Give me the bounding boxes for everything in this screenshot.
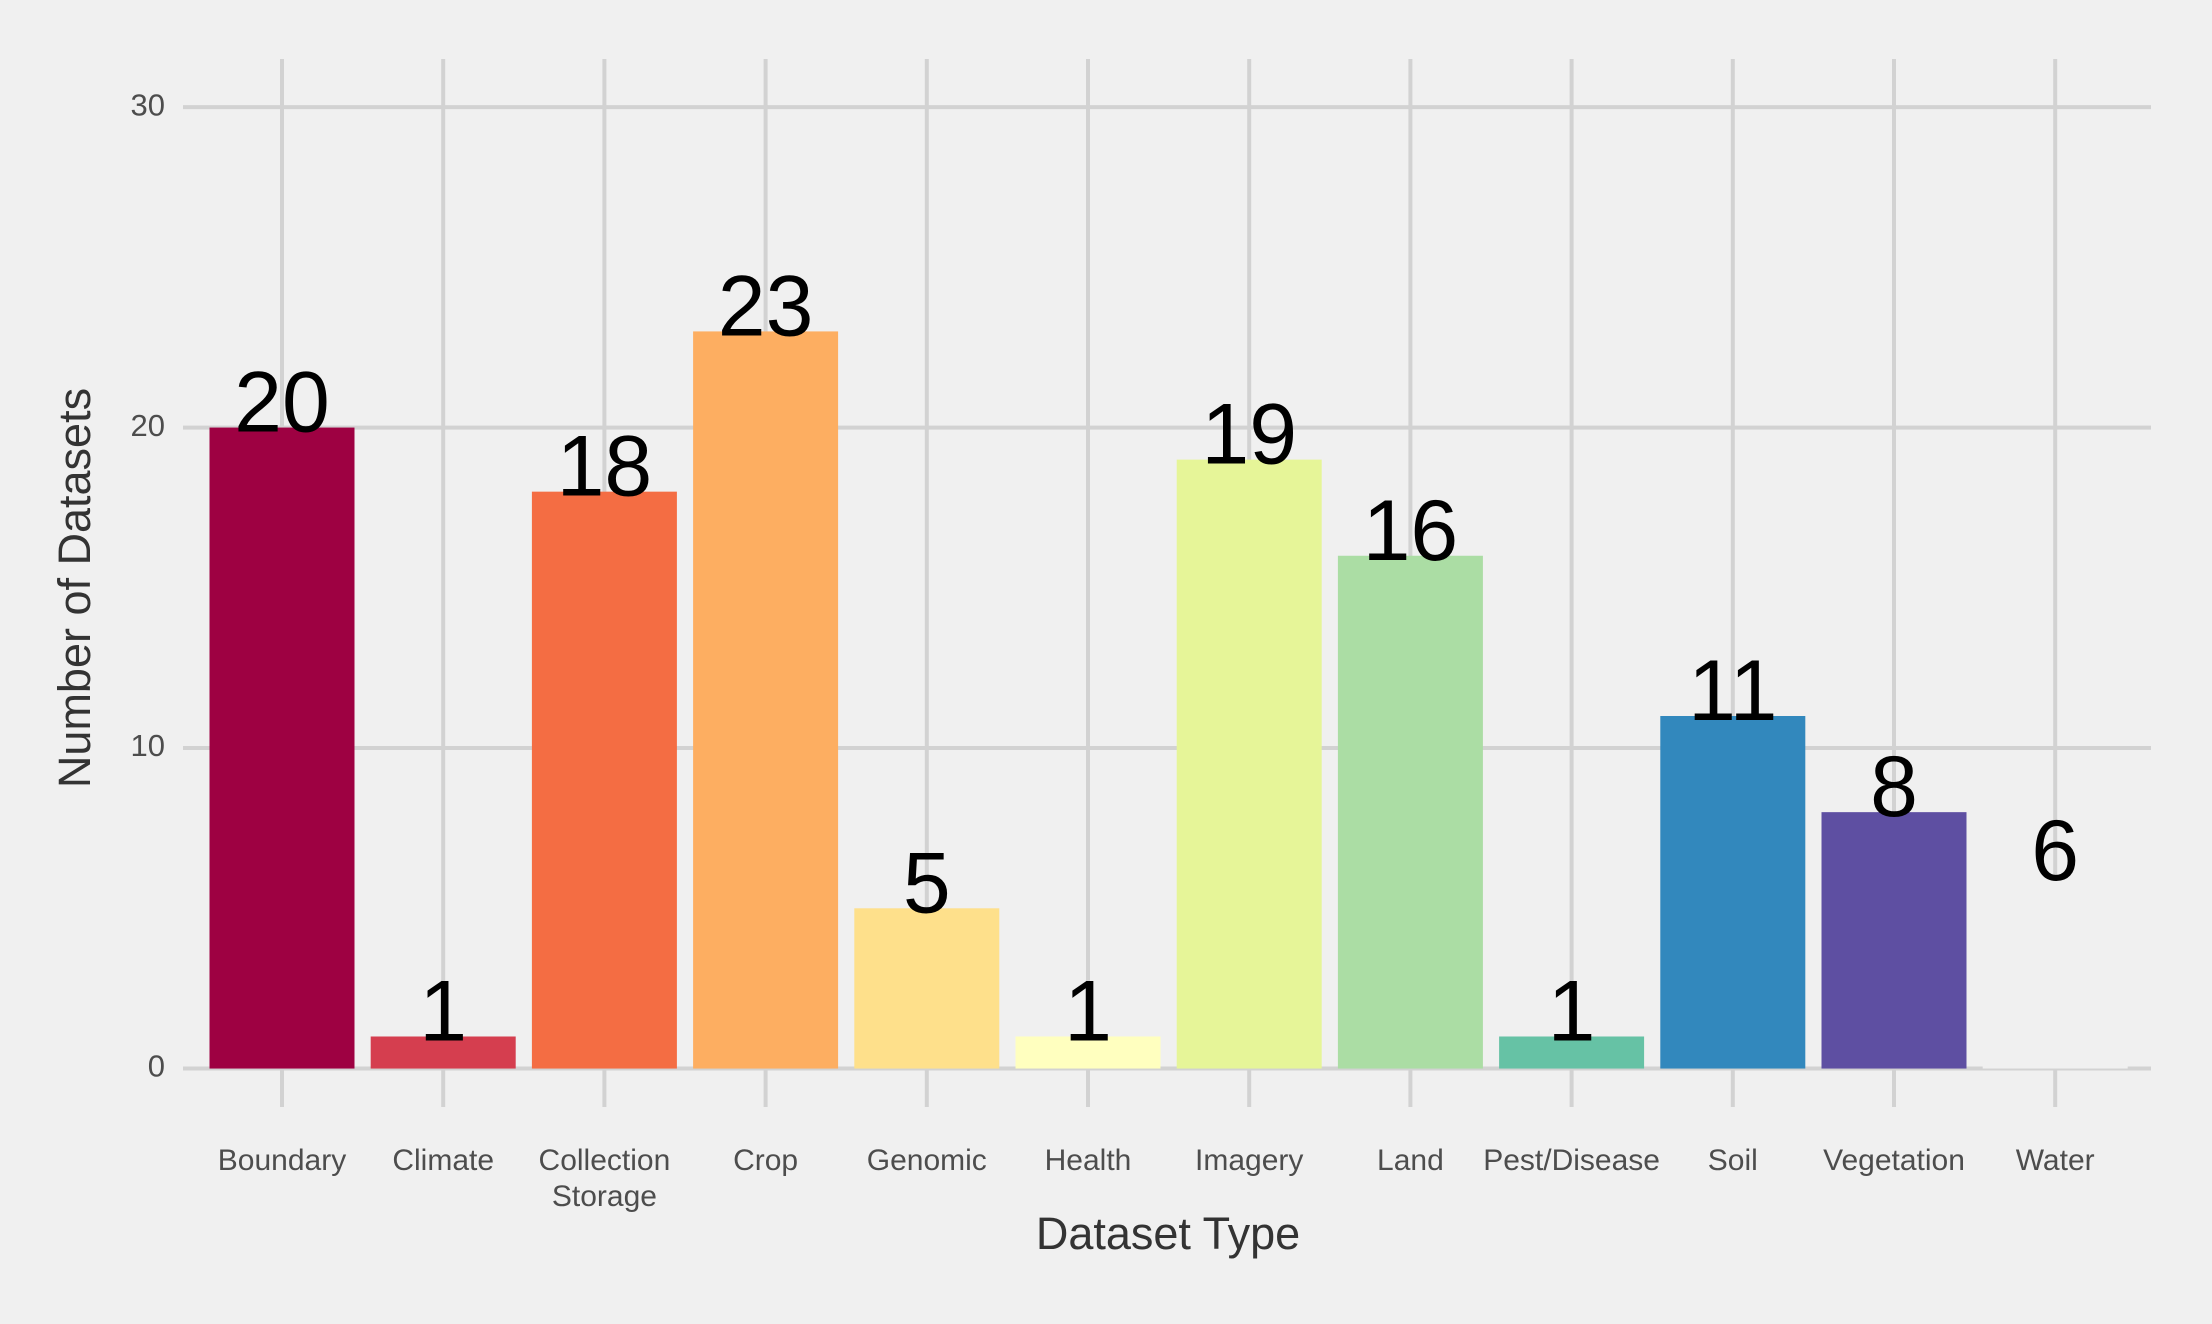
y-tick-label: 20	[131, 408, 165, 443]
x-tick-label: Vegetation	[1823, 1144, 1965, 1177]
bar	[1660, 716, 1806, 1069]
x-tick-label: Soil	[1708, 1144, 1758, 1177]
x-tick-label: Land	[1377, 1144, 1444, 1177]
bar	[1015, 1036, 1161, 1069]
value-label: 6	[2031, 803, 2079, 899]
x-tick-label: Crop	[733, 1144, 798, 1177]
x-tick-label-line: Collection	[539, 1144, 671, 1177]
bar	[370, 1036, 516, 1069]
x-tick-label: Collection Storage	[539, 1144, 671, 1213]
value-label: 23	[718, 258, 814, 354]
bar	[854, 908, 1000, 1069]
value-label: 1	[1064, 963, 1112, 1059]
bar	[1337, 555, 1483, 1069]
x-tick-label-line: Storage	[552, 1180, 657, 1213]
x-axis-title: Dataset Type	[1036, 1208, 1300, 1259]
x-tick-label: Climate	[392, 1144, 494, 1177]
bar	[531, 491, 677, 1069]
value-label: 18	[557, 419, 653, 515]
bars	[209, 331, 2128, 1069]
bar	[209, 427, 355, 1069]
x-tick-label: Health	[1045, 1144, 1132, 1177]
value-label: 16	[1363, 483, 1459, 579]
value-label: 5	[903, 835, 951, 931]
x-tick-label: Genomic	[867, 1144, 987, 1177]
value-label: 1	[1548, 963, 1596, 1059]
y-tick-label: 30	[131, 87, 165, 122]
value-label: 8	[1870, 739, 1918, 835]
bar	[1821, 812, 1967, 1069]
x-tick-label: Boundary	[218, 1144, 346, 1177]
x-tick-label: Imagery	[1195, 1144, 1303, 1177]
value-label: 20	[234, 355, 330, 451]
y-axis-title: Number of Datasets	[49, 388, 100, 788]
bar	[1982, 876, 2128, 1069]
value-label: 1	[419, 963, 467, 1059]
bar	[1176, 459, 1322, 1069]
x-tick-label: Water	[2016, 1144, 2095, 1177]
bar	[693, 331, 839, 1069]
bar	[1499, 1036, 1645, 1069]
y-tick-label: 0	[148, 1049, 165, 1084]
x-tick-label: Pest/Disease	[1483, 1144, 1660, 1177]
value-label: 11	[1688, 643, 1777, 739]
y-tick-label: 10	[131, 728, 165, 763]
value-label: 19	[1201, 387, 1297, 483]
